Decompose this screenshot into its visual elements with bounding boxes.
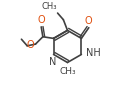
Text: CH₃: CH₃	[41, 2, 56, 11]
Text: O: O	[84, 16, 92, 26]
Text: O: O	[37, 15, 45, 25]
Text: N: N	[49, 57, 56, 66]
Text: CH₃: CH₃	[59, 67, 75, 76]
Text: O: O	[26, 40, 34, 50]
Text: NH: NH	[85, 48, 100, 58]
